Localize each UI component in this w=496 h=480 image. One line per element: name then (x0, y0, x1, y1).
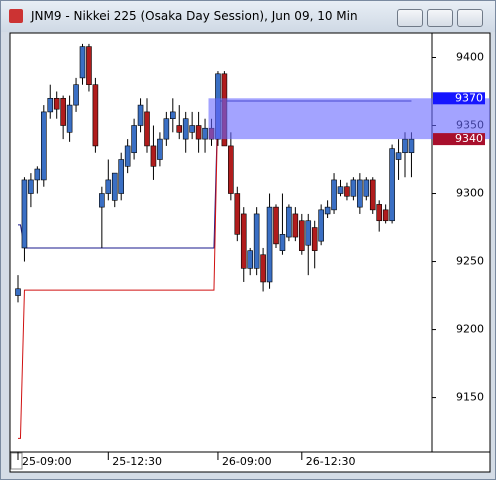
candle-body (389, 148, 395, 222)
candle-body (234, 193, 241, 235)
candle-body (66, 104, 73, 133)
candle-body (105, 179, 112, 194)
candle-body (324, 206, 331, 215)
close-button[interactable] (457, 9, 483, 27)
candle-body (99, 193, 105, 208)
y-tick-label: 9150 (456, 391, 484, 404)
candle-body (286, 206, 292, 238)
candle-body (144, 111, 150, 147)
candle-body (47, 97, 54, 113)
price-band (208, 98, 490, 140)
candle-body (182, 118, 189, 140)
x-tick-label: 25-12:30 (112, 455, 162, 468)
candle-body (247, 250, 253, 269)
candle-body (266, 206, 273, 283)
price-tag-label: 9340 (455, 132, 483, 145)
candle-body (53, 97, 60, 110)
x-tick-label: 25-09:00 (22, 455, 72, 468)
candle-body (60, 97, 66, 126)
candle-body (305, 220, 312, 246)
maximize-button[interactable] (427, 9, 453, 27)
candle-body (279, 234, 286, 251)
candle-body (408, 138, 415, 154)
candle-body (131, 125, 137, 154)
candle-body (240, 213, 247, 269)
candle-body (124, 145, 131, 167)
candle-body (15, 288, 21, 296)
candle-body (111, 172, 118, 201)
candle-body (376, 204, 383, 222)
candle-body (350, 179, 357, 197)
candle-body (228, 145, 234, 194)
candle-body (357, 179, 363, 208)
candle-body (118, 159, 124, 194)
y-tick-label: 9400 (456, 50, 484, 63)
candle-body (170, 111, 176, 120)
candle-body (344, 186, 350, 197)
candle-body (157, 138, 163, 160)
overlay-line (18, 101, 219, 439)
candle-body (369, 179, 376, 211)
candle-body (34, 168, 41, 181)
app-icon (9, 9, 23, 23)
candle-body (73, 84, 79, 106)
candle-body (318, 209, 324, 242)
candle-body (402, 138, 408, 154)
candle-body (311, 227, 318, 251)
candle-body (337, 186, 344, 194)
candle-body (189, 125, 195, 133)
candle-body (253, 213, 260, 269)
minimize-button[interactable] (397, 9, 423, 27)
candle-body (137, 104, 144, 126)
candle-body (298, 220, 305, 251)
scroll-box[interactable] (10, 452, 23, 470)
candle-body (92, 84, 99, 147)
window-title: JNM9 - Nikkei 225 (Osaka Day Session), J… (31, 9, 358, 23)
x-tick-label: 26-09:00 (222, 455, 272, 468)
time-axis (9, 451, 491, 473)
price-tag (433, 133, 485, 146)
candle-body (79, 46, 86, 79)
candle-body (28, 179, 34, 194)
candle-body (260, 254, 266, 283)
y-tick-label: 9250 (456, 255, 484, 268)
x-tick-label: 26-12:30 (306, 455, 356, 468)
y-tick-label: 9300 (456, 187, 484, 200)
candle-body (202, 127, 208, 140)
y-tick-label: 9200 (456, 323, 484, 336)
candle-body (273, 206, 279, 245)
candle-body (292, 213, 299, 238)
candle-body (395, 152, 402, 160)
candle-body (363, 179, 370, 197)
candle-body (331, 179, 337, 211)
price-tag (433, 92, 485, 105)
candle-body (150, 145, 157, 167)
candle-body (163, 118, 170, 140)
candle-body (195, 125, 202, 140)
candle-body (382, 209, 389, 222)
title-bar: JNM9 - Nikkei 225 (Osaka Day Session), J… (1, 1, 495, 32)
price-tag-label: 9370 (455, 91, 483, 104)
candle-body (86, 46, 92, 85)
candle-body (40, 111, 47, 181)
candle-body (21, 179, 28, 249)
candle-body (176, 125, 183, 133)
